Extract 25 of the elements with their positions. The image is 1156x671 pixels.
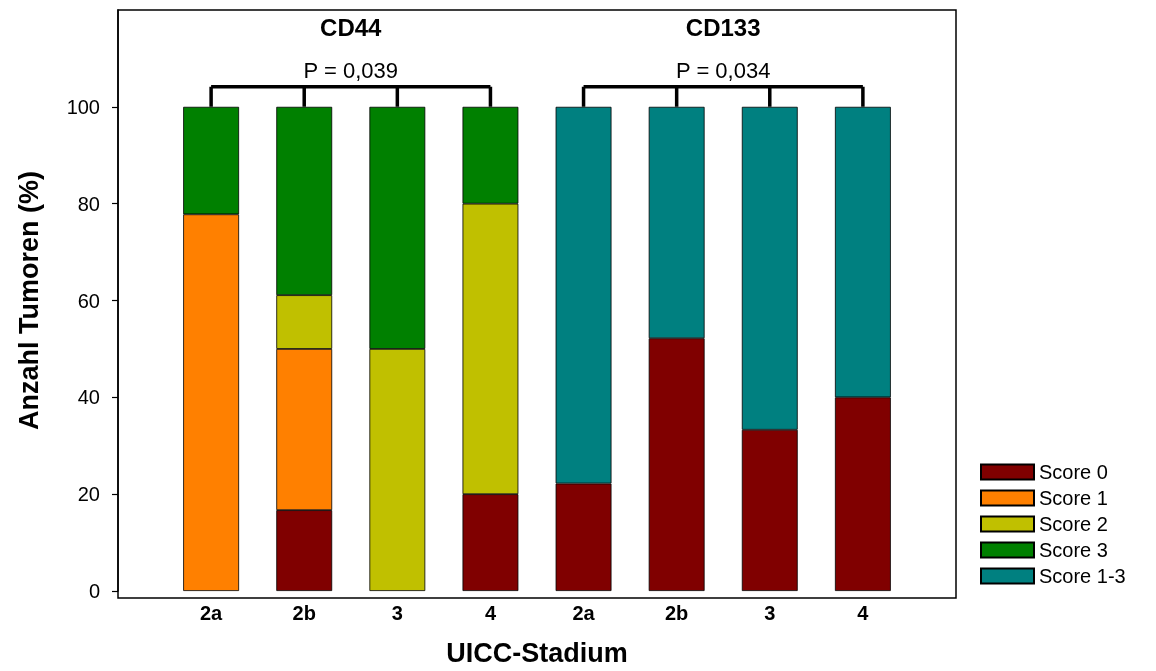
legend-label: Score 1-3 (1039, 565, 1126, 587)
x-tick-label: 2b (292, 602, 316, 624)
y-tick-label: 100 (66, 95, 100, 118)
x-tick-label: 2b (664, 602, 689, 624)
annotation: CD133 (685, 14, 761, 41)
annotation: CD44 (320, 14, 382, 41)
x-tick-label: 4 (857, 602, 870, 624)
legend-label: Score 0 (1039, 461, 1108, 483)
x-tick-label: 3 (764, 602, 776, 624)
y-tick-label: 0 (88, 580, 100, 602)
y-tick-label: 80 (77, 192, 100, 215)
y-tick-label: 60 (77, 289, 100, 312)
annotation: P = 0,034 (676, 57, 771, 83)
legend-label: Score 1 (1039, 487, 1108, 509)
x-tick-label: 4 (484, 602, 497, 624)
y-tick-label: 20 (77, 483, 100, 506)
x-tick-label: 2a (199, 602, 224, 624)
y-axis-title: Anzahl Tumoren (%) (13, 171, 44, 430)
legend-label: Score 2 (1039, 513, 1108, 535)
annotation: P = 0,039 (303, 57, 398, 83)
y-tick-label: 40 (77, 386, 100, 409)
x-axis-title: UICC-Stadium (446, 637, 628, 668)
x-tick-label: 3 (391, 602, 403, 624)
legend-label: Score 3 (1039, 539, 1108, 561)
x-tick-label: 2a (572, 602, 596, 624)
